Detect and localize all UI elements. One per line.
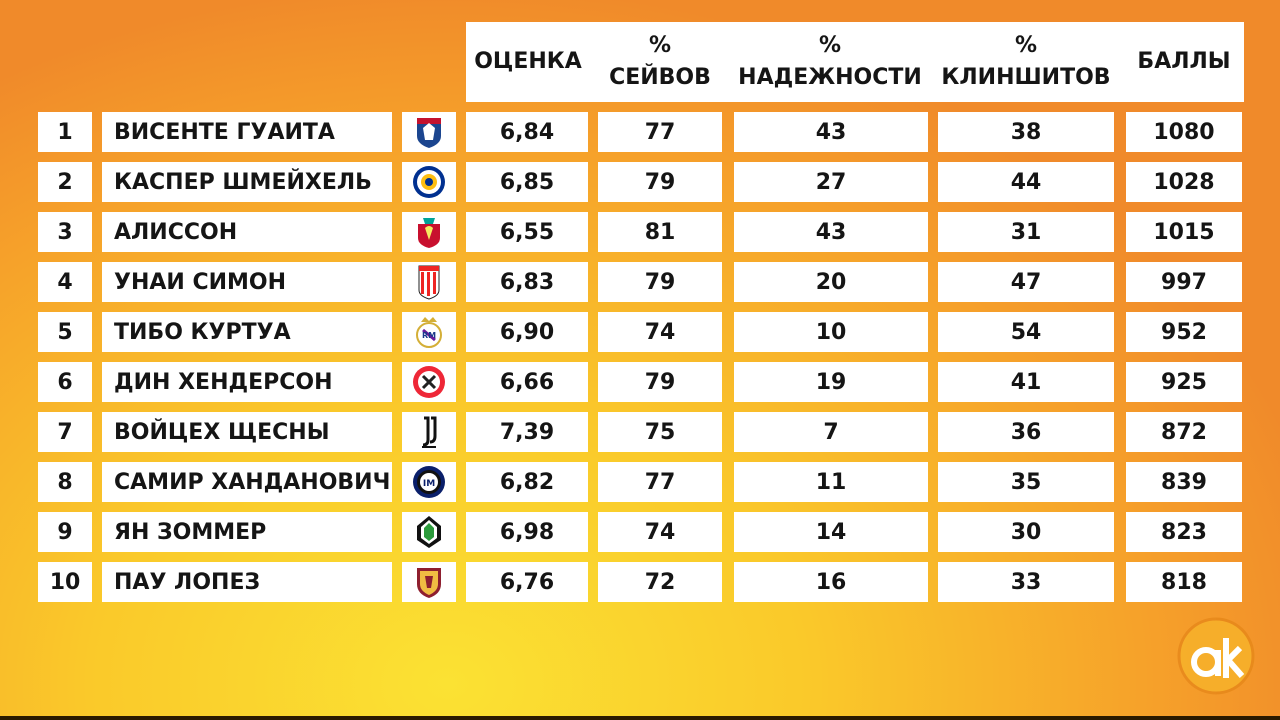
cleansheets-cell: 54 <box>938 312 1114 352</box>
rating-cell: 6,84 <box>466 112 588 152</box>
cleansheets-cell: 47 <box>938 262 1114 302</box>
reliability-cell: 7 <box>734 412 928 452</box>
rating-cell: 6,82 <box>466 462 588 502</box>
points-cell: 925 <box>1126 362 1242 402</box>
header-reliability: % НАДЕЖНОСТИ <box>738 33 922 90</box>
rank-cell: 3 <box>38 212 92 252</box>
bottom-border <box>0 716 1280 720</box>
rank-cell: 7 <box>38 412 92 452</box>
saves-cell: 77 <box>598 462 722 502</box>
reliability-cell: 20 <box>734 262 928 302</box>
reliability-cell: 10 <box>734 312 928 352</box>
cleansheets-cell: 38 <box>938 112 1114 152</box>
rating-cell: 7,39 <box>466 412 588 452</box>
inter-crest-icon: IM <box>402 462 456 502</box>
rating-cell: 6,85 <box>466 162 588 202</box>
player-name-cell: САМИР ХАНДАНОВИЧ <box>102 462 392 502</box>
cleansheets-cell: 35 <box>938 462 1114 502</box>
header-points: БАЛЛЫ <box>1137 49 1231 74</box>
saves-cell: 77 <box>598 112 722 152</box>
juventus-crest-icon <box>402 412 456 452</box>
player-name-cell: ПАУ ЛОПЕЗ <box>102 562 392 602</box>
cleansheets-cell: 31 <box>938 212 1114 252</box>
player-name-cell: ВОЙЦЕХ ЩЕСНЫ <box>102 412 392 452</box>
player-name-cell: ТИБО КУРТУА <box>102 312 392 352</box>
rank-cell: 5 <box>38 312 92 352</box>
reliability-cell: 16 <box>734 562 928 602</box>
saves-cell: 79 <box>598 362 722 402</box>
rank-cell: 10 <box>38 562 92 602</box>
svg-text:IM: IM <box>423 479 435 489</box>
roma-crest-icon <box>402 562 456 602</box>
saves-cell: 79 <box>598 162 722 202</box>
player-name-cell: АЛИССОН <box>102 212 392 252</box>
points-cell: 1015 <box>1126 212 1242 252</box>
table-header <box>466 22 1244 102</box>
header-cleansheets: % КЛИНШИТОВ <box>941 33 1111 90</box>
header-rating: ОЦЕНКА <box>474 49 582 74</box>
player-name-cell: ДИН ХЕНДЕРСОН <box>102 362 392 402</box>
rating-cell: 6,90 <box>466 312 588 352</box>
player-name-cell: КАСПЕР ШМЕЙХЕЛЬ <box>102 162 392 202</box>
rating-cell: 6,55 <box>466 212 588 252</box>
ak-brand-logo-icon <box>1177 617 1255 695</box>
rating-cell: 6,76 <box>466 562 588 602</box>
rank-cell: 1 <box>38 112 92 152</box>
rank-cell: 6 <box>38 362 92 402</box>
player-name-cell: ВИСЕНТЕ ГУАИТА <box>102 112 392 152</box>
player-name-cell: ЯН ЗОММЕР <box>102 512 392 552</box>
cleansheets-cell: 30 <box>938 512 1114 552</box>
rank-cell: 9 <box>38 512 92 552</box>
reliability-cell: 19 <box>734 362 928 402</box>
points-cell: 997 <box>1126 262 1242 302</box>
player-name-cell: УНАИ СИМОН <box>102 262 392 302</box>
saves-cell: 81 <box>598 212 722 252</box>
cleansheets-cell: 44 <box>938 162 1114 202</box>
saves-cell: 75 <box>598 412 722 452</box>
sheffield-united-crest-icon <box>402 362 456 402</box>
points-cell: 839 <box>1126 462 1242 502</box>
reliability-cell: 11 <box>734 462 928 502</box>
liverpool-crest-icon <box>402 212 456 252</box>
points-cell: 952 <box>1126 312 1242 352</box>
rating-cell: 6,66 <box>466 362 588 402</box>
reliability-cell: 43 <box>734 212 928 252</box>
rank-cell: 4 <box>38 262 92 302</box>
points-cell: 1080 <box>1126 112 1242 152</box>
saves-cell: 72 <box>598 562 722 602</box>
crystal-palace-crest-icon <box>402 112 456 152</box>
saves-cell: 74 <box>598 512 722 552</box>
reliability-cell: 27 <box>734 162 928 202</box>
points-cell: 1028 <box>1126 162 1242 202</box>
header-saves: % СЕЙВОВ <box>609 33 711 90</box>
saves-cell: 74 <box>598 312 722 352</box>
saves-cell: 79 <box>598 262 722 302</box>
leicester-city-crest-icon <box>402 162 456 202</box>
cleansheets-cell: 33 <box>938 562 1114 602</box>
points-cell: 823 <box>1126 512 1242 552</box>
points-cell: 818 <box>1126 562 1242 602</box>
real-madrid-crest-icon: RM <box>402 312 456 352</box>
athletic-bilbao-crest-icon <box>402 262 456 302</box>
cleansheets-cell: 41 <box>938 362 1114 402</box>
reliability-cell: 14 <box>734 512 928 552</box>
gladbach-crest-icon <box>402 512 456 552</box>
rank-cell: 8 <box>38 462 92 502</box>
rating-cell: 6,83 <box>466 262 588 302</box>
cleansheets-cell: 36 <box>938 412 1114 452</box>
points-cell: 872 <box>1126 412 1242 452</box>
rank-cell: 2 <box>38 162 92 202</box>
reliability-cell: 43 <box>734 112 928 152</box>
svg-text:RM: RM <box>422 331 436 340</box>
rating-cell: 6,98 <box>466 512 588 552</box>
